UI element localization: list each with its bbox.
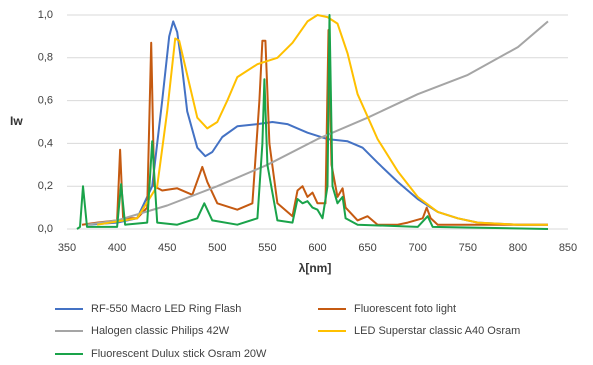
y-tick-label: 1,0 xyxy=(38,9,53,21)
legend-label: RF-550 Macro LED Ring Flash xyxy=(91,303,241,315)
y-tick-label: 0,2 xyxy=(38,180,53,192)
x-axis-title: λ[nm] xyxy=(299,261,332,275)
y-tick-label: 0,0 xyxy=(38,223,53,235)
x-tick-label: 600 xyxy=(308,242,326,254)
x-tick-label: 700 xyxy=(409,242,427,254)
y-tick-label: 0,6 xyxy=(38,95,53,107)
series-line xyxy=(86,20,549,226)
series-line xyxy=(96,14,548,226)
series-line xyxy=(86,20,548,226)
x-tick-label: 550 xyxy=(258,242,276,254)
x-tick-label: 400 xyxy=(108,242,126,254)
y-axis-title: Iw xyxy=(10,114,23,128)
y-tick-label: 0,4 xyxy=(38,137,53,149)
x-tick-label: 650 xyxy=(358,242,376,254)
series-line xyxy=(76,14,549,230)
legend-label: Halogen classic Philips 42W xyxy=(91,325,230,337)
y-tick-label: 0,8 xyxy=(38,52,53,64)
legend-label: Fluorescent foto light xyxy=(354,303,456,315)
series-line xyxy=(81,29,548,226)
x-tick-label: 350 xyxy=(58,242,76,254)
legend-label: LED Superstar classic A40 Osram xyxy=(354,325,520,337)
legend-label: Fluorescent Dulux stick Osram 20W xyxy=(91,348,267,360)
x-tick-label: 450 xyxy=(158,242,176,254)
x-tick-label: 500 xyxy=(208,242,226,254)
x-tick-label: 850 xyxy=(559,242,577,254)
x-tick-label: 800 xyxy=(509,242,527,254)
x-tick-label: 750 xyxy=(459,242,477,254)
